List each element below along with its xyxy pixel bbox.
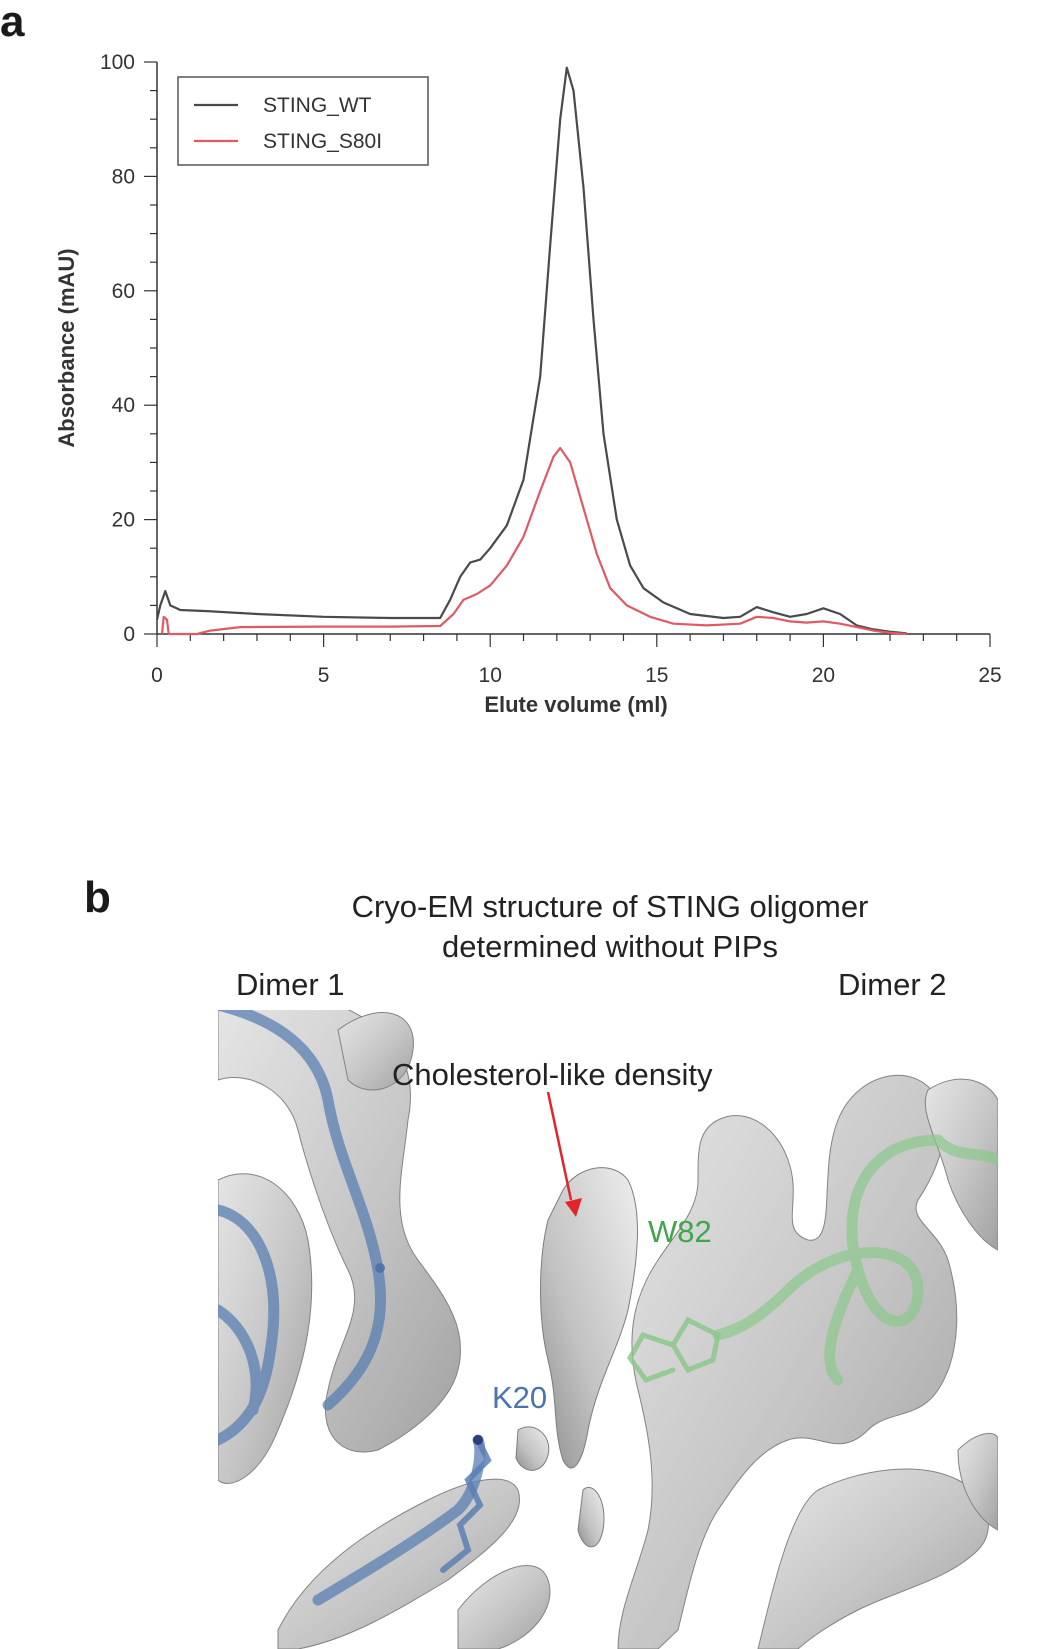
x-tick-label: 20 [812, 664, 835, 687]
k20-atom-cap [473, 1435, 483, 1445]
em-title-line-2: determined without PIPs [441, 929, 778, 964]
dimer-1-label: Dimer 1 [236, 967, 345, 1002]
dimer-2-backbone [712, 1134, 998, 1386]
x-tick-label: 15 [645, 664, 668, 687]
density-central [515, 1167, 638, 1548]
series-line-sting_wt [155, 66, 907, 635]
y-tick-label: 40 [112, 394, 135, 417]
em-title-line-1: Cryo-EM structure of STING oligomer [351, 889, 869, 924]
residue-w82-label: W82 [648, 1214, 712, 1249]
cryo-em-density-image: Cholesterol-like density W82 K20 [218, 1010, 998, 1649]
cholesterol-density-label: Cholesterol-like density [392, 1057, 713, 1092]
y-tick-label: 20 [112, 509, 135, 532]
em-panel-title: Cryo-EM structure of STING oligomer dete… [240, 887, 980, 967]
density-illustration: Cholesterol-like density W82 K20 [218, 1010, 998, 1649]
x-axis-title: Elute volume (ml) [484, 692, 667, 717]
y-tick-label: 80 [112, 165, 135, 188]
y-tick-label: 0 [123, 623, 135, 646]
panel-letter-a: a [0, 0, 25, 46]
dimer-2-label: Dimer 2 [838, 967, 947, 1002]
x-tick-label: 25 [978, 664, 1001, 687]
legend-label-s80i: STING_S80I [263, 130, 382, 153]
chart-axes: 0 5 10 15 20 25 0 20 40 60 80 100 [100, 51, 1002, 687]
cholesterol-arrow [546, 1091, 582, 1217]
residue-k20-label: K20 [492, 1380, 547, 1415]
x-tick-label: 10 [479, 664, 502, 687]
y-tick-label: 60 [112, 280, 135, 303]
chart-series [155, 66, 907, 636]
legend-label-wt: STING_WT [263, 94, 372, 117]
panel-letter-b: b [84, 873, 111, 922]
density-dimer-1 [218, 1010, 551, 1649]
y-axis-title: Absorbance (mAU) [54, 248, 79, 447]
x-tick-label: 0 [151, 664, 163, 687]
k20-side-chain [375, 1263, 492, 1573]
legend-box [177, 76, 429, 166]
dimer1-atom-cap [375, 1263, 385, 1273]
x-tick-label: 5 [318, 664, 330, 687]
dimer-1-backbone [218, 1010, 486, 1606]
series-line-sting_s80i [160, 447, 907, 636]
y-tick-label: 100 [100, 51, 135, 74]
density-dimer-2 [617, 1074, 998, 1649]
chart-legend: STING_WT STING_S80I [177, 76, 429, 166]
w82-side-chain [627, 1316, 721, 1384]
elution-chart: 0 5 10 15 20 25 0 20 40 60 80 100 STING_WT STING_S8… [54, 51, 1002, 717]
